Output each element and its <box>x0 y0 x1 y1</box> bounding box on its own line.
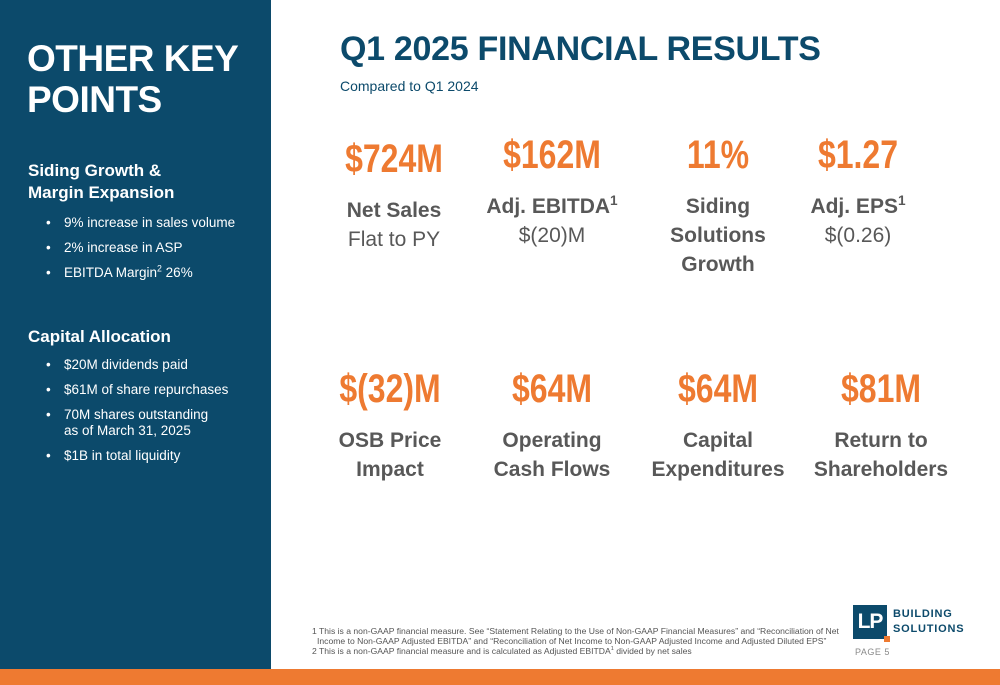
metric-label: Net Sales <box>346 199 442 222</box>
metric-value: $(32)M <box>339 367 441 411</box>
lp-logo-mark: LP <box>853 605 890 642</box>
bullet-text: 2% increase in ASP <box>64 240 183 255</box>
footnote-text: 2 This is a non-GAAP financial measure a… <box>312 646 611 656</box>
metric-osb-price-impact: $(32)M OSB Price Impact <box>310 366 470 484</box>
metric-label-line: Shareholders <box>813 458 949 481</box>
section-heading-siding: Siding Growth & Margin Expansion <box>28 160 174 204</box>
bullet-item: • $20M dividends paid <box>46 357 228 373</box>
metric-value: $64M <box>511 367 593 411</box>
metric-label-line: Growth <box>681 253 755 276</box>
bullet-item: • 2% increase in ASP <box>46 240 235 256</box>
metric-value: $724M <box>345 137 443 181</box>
metric-label-text: Adj. EPS <box>810 195 898 218</box>
bullet-text: 9% increase in sales volume <box>64 215 236 230</box>
metric-value: 11% <box>686 133 750 177</box>
metric-label-line: Return to <box>834 429 928 452</box>
bullet-text: $1B in total liquidity <box>64 448 181 463</box>
metric-label: Operating Cash Flows <box>472 426 632 484</box>
metric-label: Adj. EPS1 <box>778 192 938 221</box>
metric-subtext: $(0.26) <box>824 224 892 247</box>
bullet-dot-icon: • <box>46 215 51 230</box>
sidebar-title-line: OTHER KEY <box>27 38 239 79</box>
footnotes: 1 This is a non-GAAP financial measure. … <box>312 626 839 656</box>
section-heading-line: Capital Allocation <box>28 327 171 346</box>
logo-wordmark-line: BUILDING <box>893 608 953 620</box>
footnote-text: divided by net sales <box>613 646 692 656</box>
metric-label: Return to Shareholders <box>801 426 961 484</box>
metric-label-line: Solutions <box>670 224 766 247</box>
metric-capital-expenditures: $64M Capital Expenditures <box>638 366 798 484</box>
bullet-text: as of March 31, 2025 <box>64 423 191 438</box>
section-heading-line: Margin Expansion <box>28 183 175 202</box>
metric-label: Adj. EBITDA1 <box>472 192 632 221</box>
logo-wordmark: BUILDING SOLUTIONS <box>893 607 964 637</box>
bullet-text: EBITDA Margin <box>64 265 158 280</box>
bullet-item: • 9% increase in sales volume <box>46 215 235 231</box>
footnote-line: 1 This is a non-GAAP financial measure. … <box>312 626 839 636</box>
footnote-marker: 1 <box>610 193 618 208</box>
metric-adj-ebitda: $162M Adj. EBITDA1 $(20)M <box>472 132 632 250</box>
bullet-item: • EBITDA Margin2 26% <box>46 263 235 281</box>
metric-value: $162M <box>503 133 601 177</box>
bullet-item: • 70M shares outstanding as of March 31, 2… <box>46 407 228 439</box>
metric-label-line: Operating <box>502 429 602 452</box>
metric-label-line: Impact <box>356 458 424 481</box>
metric-subtext: $(20)M <box>518 224 586 247</box>
metric-label: Siding Solutions Growth <box>638 192 798 279</box>
page-number: PAGE 5 <box>855 647 890 657</box>
metric-label: OSB Price Impact <box>310 426 470 484</box>
footnote-marker: 1 <box>610 646 614 653</box>
bullet-text: 70M shares outstanding <box>64 407 209 422</box>
metric-return-to-shareholders: $81M Return to Shareholders <box>801 366 961 484</box>
metric-label-line: OSB Price <box>338 429 442 452</box>
capital-bullet-list: • $20M dividends paid • $61M of share repu… <box>46 357 228 473</box>
sidebar-title: OTHER KEY POINTS <box>27 38 239 120</box>
bullet-dot-icon: • <box>46 407 51 422</box>
metric-label-line: Capital <box>682 429 753 452</box>
bullet-text: $20M dividends paid <box>64 357 188 372</box>
metric-label: Capital Expenditures <box>638 426 798 484</box>
section-heading-capital: Capital Allocation <box>28 326 171 348</box>
page-subtitle: Compared to Q1 2024 <box>340 78 479 94</box>
metric-adj-eps: $1.27 Adj. EPS1 $(0.26) <box>778 132 938 250</box>
footnote-marker: 2 <box>157 263 162 274</box>
metric-label-line: Expenditures <box>651 458 785 481</box>
section-heading-line: Siding Growth & <box>28 161 162 180</box>
metric-subtext: Flat to PY <box>347 228 441 251</box>
logo-wordmark-line: SOLUTIONS <box>893 623 965 635</box>
metric-label-line: Siding <box>685 195 751 218</box>
sidebar-title-line: POINTS <box>27 79 162 120</box>
siding-bullet-list: • 9% increase in sales volume • 2% increas… <box>46 215 235 290</box>
metric-value: $64M <box>677 367 759 411</box>
footnote-line: 2 This is a non-GAAP financial measure a… <box>312 646 839 656</box>
sidebar-panel: OTHER KEY POINTS Siding Growth & Margin … <box>0 0 271 669</box>
bullet-item: • $61M of share repurchases <box>46 382 228 398</box>
metric-operating-cash-flows: $64M Operating Cash Flows <box>472 366 632 484</box>
footnote-marker: 1 <box>897 193 906 208</box>
bullet-text: $61M of share repurchases <box>64 382 229 397</box>
metric-value: $1.27 <box>817 133 899 177</box>
bullet-dot-icon: • <box>46 382 51 397</box>
metric-siding-growth: 11% Siding Solutions Growth <box>638 132 798 279</box>
bottom-accent-bar <box>0 669 1000 685</box>
metric-label-line: Cash Flows <box>493 458 611 481</box>
bullet-text: 26% <box>161 265 193 280</box>
bullet-dot-icon: • <box>46 448 51 463</box>
bullet-dot-icon: • <box>46 240 51 255</box>
bullet-dot-icon: • <box>46 357 51 372</box>
bullet-item: • $1B in total liquidity <box>46 448 228 464</box>
footnote-line: Income to Non-GAAP Adjusted EBITDA” and … <box>317 636 827 646</box>
bullet-dot-icon: • <box>46 265 51 280</box>
metric-label-text: Adj. EBITDA <box>486 195 611 218</box>
page-title: Q1 2025 FINANCIAL RESULTS <box>340 30 821 68</box>
metric-value: $81M <box>840 367 922 411</box>
metric-net-sales: $724M Net Sales Flat to PY <box>314 136 474 254</box>
